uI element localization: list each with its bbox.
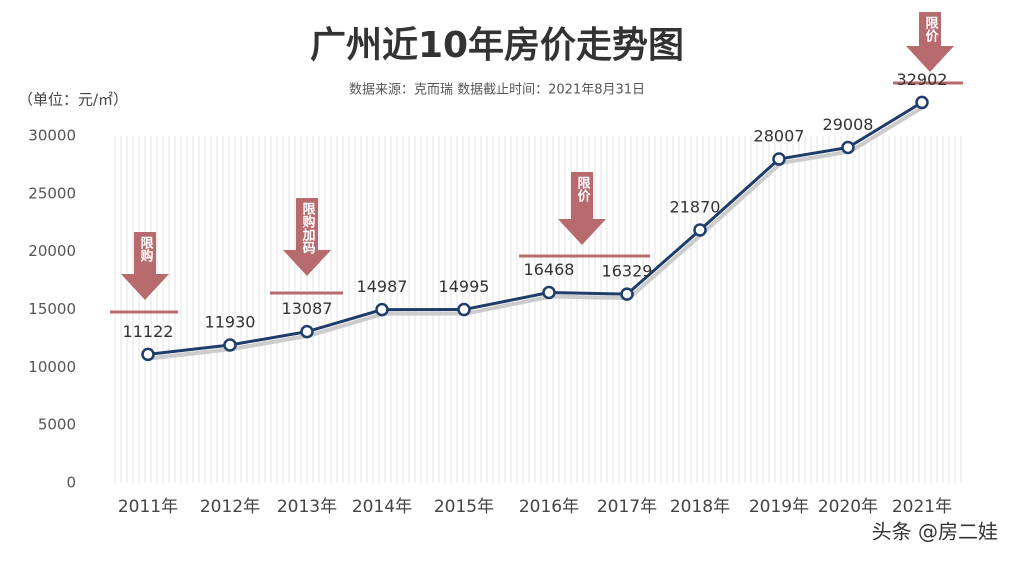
y-tick-label: 5000 (38, 416, 76, 434)
point (300, 324, 314, 339)
y-tick-label: 20000 (28, 242, 76, 260)
data-label: 14995 (439, 277, 490, 296)
x-tick-label: 2019年 (749, 497, 809, 517)
x-tick-label: 2016年 (519, 497, 579, 517)
x-tick-label: 2015年 (434, 497, 494, 517)
annotation-text: 限价 (575, 176, 591, 203)
x-tick-label: 2020年 (818, 497, 878, 517)
data-label: 11930 (205, 313, 256, 332)
chart-subtitle: 数据来源：克而瑞 数据截止时间：2021年8月31日 (349, 83, 645, 98)
x-tick-label: 2018年 (670, 497, 730, 517)
data-label: 16468 (524, 260, 575, 279)
point (141, 347, 155, 362)
y-tick-label: 10000 (28, 358, 76, 376)
annotation-arrow (558, 172, 606, 245)
point (620, 287, 634, 301)
x-tick-label: 2012年 (200, 497, 260, 517)
watermark: 头条 @房二娃 (872, 520, 998, 544)
y-tick-label: 0 (66, 474, 76, 492)
x-tick-label: 2014年 (352, 497, 412, 517)
annotation-text: 限购加码 (300, 202, 317, 255)
data-label: 21870 (670, 198, 721, 217)
y-tick-label: 25000 (28, 184, 76, 202)
chart-title: 广州近10年房价走势图 (310, 25, 684, 66)
plot-background (112, 136, 962, 483)
y-axis-label: （单位：元/㎡） (18, 91, 128, 109)
x-tick-label: 2011年 (118, 497, 178, 517)
data-label: 14987 (357, 277, 408, 296)
data-label: 16329 (602, 262, 653, 281)
y-tick-label: 30000 (28, 127, 76, 145)
point (375, 302, 389, 317)
annotation-text: 限购 (138, 236, 154, 263)
annotation-arrow (283, 198, 331, 276)
data-label: 11122 (123, 322, 174, 341)
point (772, 152, 786, 166)
point (542, 285, 556, 300)
point (915, 95, 929, 110)
data-label: 29008 (823, 115, 874, 134)
point (223, 338, 237, 352)
y-tick-label: 15000 (28, 300, 76, 318)
point (693, 223, 707, 237)
x-tick-label: 2017年 (597, 497, 657, 517)
annotation-text: 限价 (923, 16, 939, 43)
data-label: 13087 (282, 299, 333, 318)
point (457, 302, 471, 317)
annotation-arrow (906, 12, 954, 72)
x-tick-label: 2021年 (892, 497, 952, 517)
data-label: 32902 (897, 70, 948, 89)
x-tick-label: 2013年 (277, 497, 337, 517)
data-label: 28007 (754, 127, 805, 146)
annotation-arrow (121, 232, 169, 300)
point (841, 140, 855, 155)
